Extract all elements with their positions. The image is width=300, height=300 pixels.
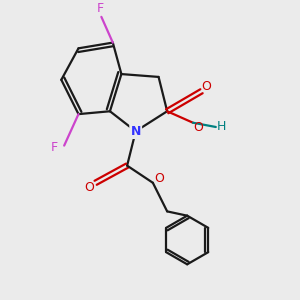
Text: F: F (51, 140, 58, 154)
Text: O: O (202, 80, 212, 93)
Text: O: O (84, 182, 94, 194)
Text: F: F (96, 2, 103, 15)
Text: O: O (193, 122, 203, 134)
Text: O: O (154, 172, 164, 185)
Text: N: N (130, 125, 141, 138)
Text: H: H (216, 121, 226, 134)
